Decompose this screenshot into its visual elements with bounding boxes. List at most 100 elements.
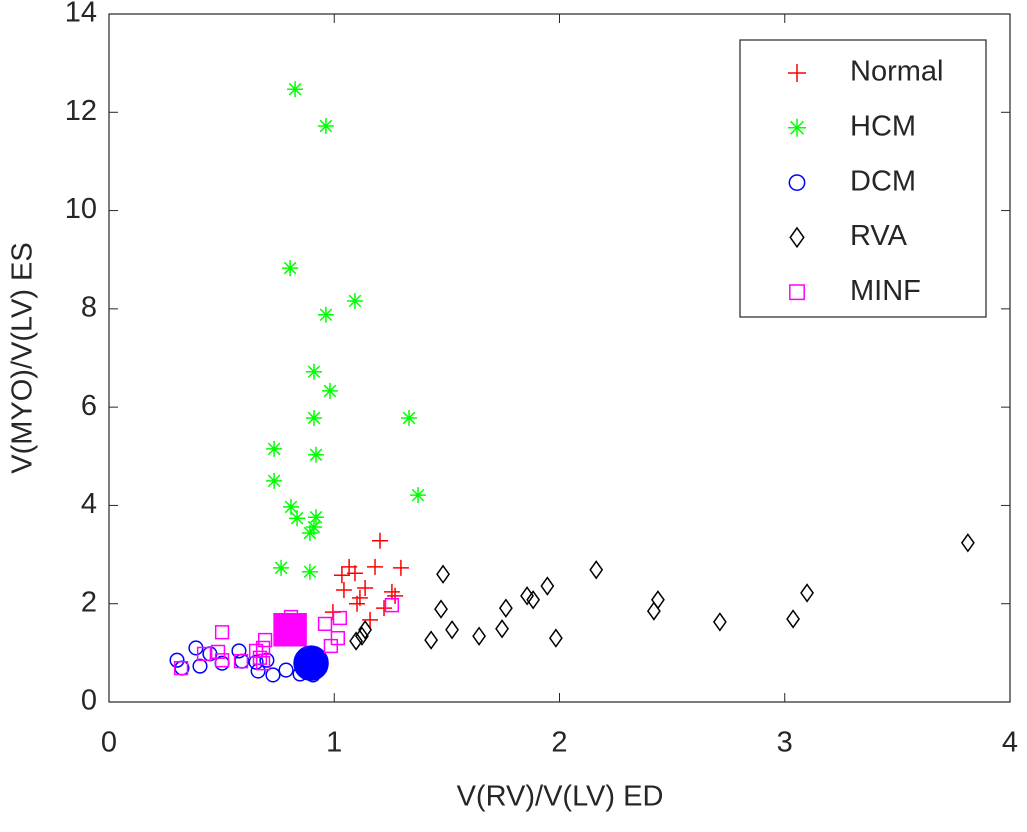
- x-tick-label: 2: [551, 727, 567, 759]
- point: [210, 644, 226, 660]
- point: [358, 620, 373, 640]
- legend: [739, 39, 987, 318]
- mean-point: [293, 645, 329, 681]
- legend-label: MINF: [850, 275, 921, 307]
- point: [371, 532, 388, 549]
- point: [317, 306, 334, 323]
- point: [301, 524, 318, 541]
- point: [278, 662, 294, 678]
- point: [255, 640, 271, 656]
- point: [308, 446, 325, 463]
- point: [376, 600, 393, 617]
- point: [589, 560, 604, 580]
- point: [384, 598, 400, 613]
- point: [233, 654, 249, 669]
- point: [472, 626, 487, 646]
- point: [410, 487, 427, 504]
- point: [289, 510, 306, 527]
- point: [308, 509, 325, 526]
- point: [332, 610, 348, 626]
- legend-label: RVA: [850, 220, 908, 252]
- point: [351, 589, 368, 606]
- point: [231, 643, 247, 659]
- point: [520, 586, 534, 606]
- point: [349, 631, 364, 651]
- y-tick-label: 2: [81, 586, 97, 618]
- point: [436, 564, 450, 584]
- point: [355, 626, 369, 646]
- point: [392, 559, 409, 576]
- point: [445, 620, 459, 640]
- point: [196, 646, 212, 661]
- mean-point: [273, 613, 307, 647]
- y-tick-label: 14: [65, 0, 97, 29]
- x-tick-label: 1: [326, 727, 342, 759]
- point: [335, 581, 352, 598]
- point: [401, 409, 418, 426]
- point: [548, 628, 563, 648]
- point: [540, 576, 555, 596]
- point: [646, 601, 661, 621]
- point: [495, 619, 509, 639]
- point: [317, 118, 334, 135]
- point: [333, 567, 350, 584]
- point: [169, 652, 185, 668]
- point: [305, 519, 322, 536]
- point: [367, 558, 384, 575]
- point: [383, 583, 400, 600]
- point: [214, 625, 230, 640]
- point: [424, 630, 439, 650]
- point: [323, 638, 339, 654]
- point: [362, 611, 379, 628]
- legend-marker: [788, 118, 806, 137]
- point: [800, 583, 814, 603]
- point: [283, 498, 300, 515]
- point: [265, 667, 281, 683]
- point: [387, 587, 404, 604]
- point: [960, 533, 975, 553]
- point: [712, 612, 727, 632]
- legend-marker: [788, 64, 806, 82]
- legend-label: HCM: [850, 110, 916, 142]
- legend-marker: [789, 284, 805, 301]
- point: [321, 382, 338, 399]
- point: [257, 632, 273, 648]
- point: [282, 260, 299, 277]
- point: [346, 565, 363, 582]
- point: [287, 81, 304, 98]
- point: [255, 656, 271, 671]
- point: [526, 590, 541, 610]
- point: [192, 658, 208, 674]
- y-axis-label: V(MYO)/V(LV) ES: [7, 242, 39, 474]
- x-tick-label: 3: [777, 727, 793, 759]
- point: [305, 363, 322, 380]
- y-tick-label: 0: [81, 685, 97, 717]
- legend-label: DCM: [850, 165, 916, 197]
- point: [266, 440, 283, 457]
- y-tick-label: 10: [65, 193, 97, 225]
- legend-marker: [789, 226, 805, 249]
- point: [786, 609, 801, 629]
- point: [305, 409, 322, 426]
- point: [346, 292, 363, 309]
- x-tick-label: 0: [101, 727, 117, 759]
- point: [301, 563, 318, 580]
- point: [173, 660, 189, 676]
- y-tick-label: 4: [81, 488, 97, 520]
- point: [214, 653, 230, 668]
- legend-marker: [788, 174, 806, 192]
- point: [252, 650, 268, 665]
- y-tick-label: 6: [81, 390, 97, 422]
- point: [273, 559, 290, 576]
- y-tick-label: 12: [65, 95, 97, 127]
- x-axis-label: V(RV)/V(LV) ED: [457, 781, 664, 813]
- x-tick-label: 4: [1002, 727, 1018, 759]
- point: [266, 472, 283, 489]
- point: [357, 579, 374, 596]
- point: [434, 599, 448, 619]
- point: [498, 598, 513, 618]
- legend-label: Normal: [850, 56, 943, 88]
- y-tick-label: 8: [81, 292, 97, 324]
- point: [317, 616, 333, 632]
